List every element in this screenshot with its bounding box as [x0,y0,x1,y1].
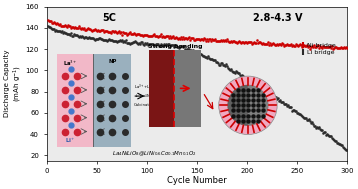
Y-axis label: Discharge Capacity
(mAh g$^{-1}$): Discharge Capacity (mAh g$^{-1}$) [4,50,24,118]
Text: 2.8-4.3 V: 2.8-4.3 V [253,13,303,23]
Text: Strong bonding: Strong bonding [148,44,202,49]
Text: Calcination: Calcination [134,103,156,107]
Legend: Ni bridge, Li bridge: Ni bridge, Li bridge [299,41,338,57]
X-axis label: Cycle Number: Cycle Number [167,176,227,185]
Text: La$_4$NiLiO$_8$@LiNi$_{0.6}$Co$_{0.1}$Mn$_{0.1}$O$_2$: La$_4$NiLiO$_8$@LiNi$_{0.6}$Co$_{0.1}$Mn… [112,149,197,158]
Text: La$^{3+}$+Li+NP+O$_2$: La$^{3+}$+Li+NP+O$_2$ [134,82,168,92]
Text: $\downarrow$ La$_4$NiLiO$_8$: $\downarrow$ La$_4$NiLiO$_8$ [134,92,160,100]
Text: 5C: 5C [103,13,117,23]
